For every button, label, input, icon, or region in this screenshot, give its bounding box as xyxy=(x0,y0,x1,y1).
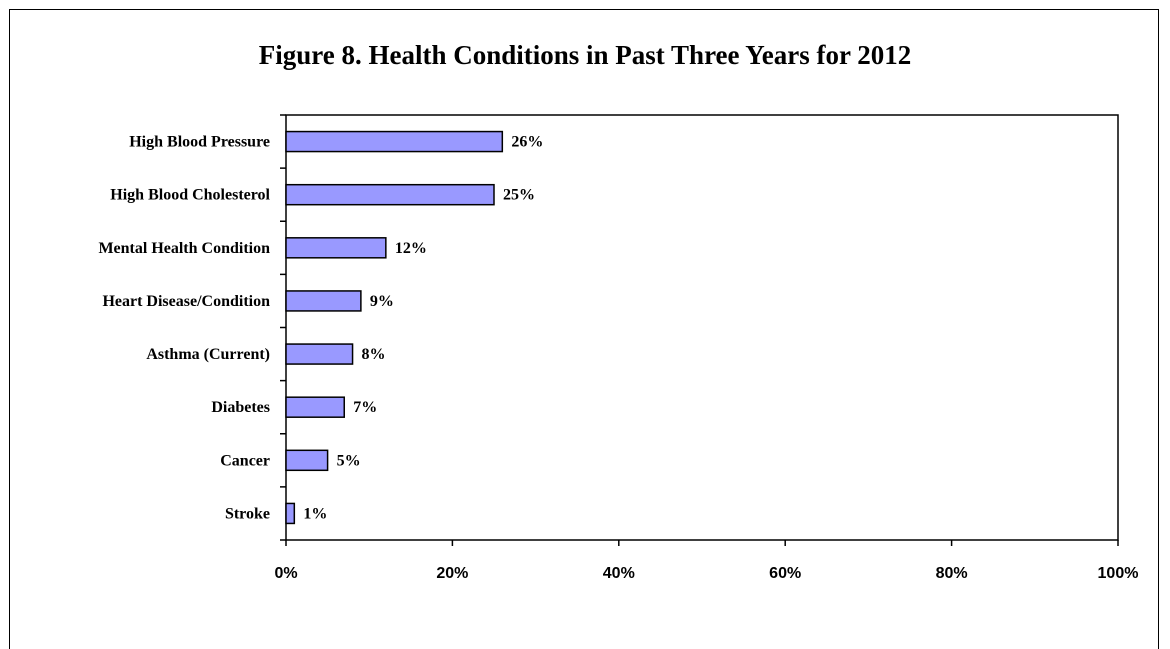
data-label: 8% xyxy=(362,346,386,363)
category-label: High Blood Cholesterol xyxy=(110,187,270,204)
chart-title: Figure 8. Health Conditions in Past Thre… xyxy=(258,40,912,70)
bar xyxy=(285,449,329,472)
x-tick-label: 60% xyxy=(769,565,801,582)
x-tick-label: 100% xyxy=(1098,565,1139,582)
category-label: High Blood Pressure xyxy=(129,134,270,151)
data-label: 12% xyxy=(395,240,427,257)
data-label: 1% xyxy=(303,505,327,522)
category-label: Heart Disease/Condition xyxy=(102,293,270,310)
data-label: 9% xyxy=(370,293,394,310)
x-tick-label: 40% xyxy=(603,565,635,582)
bar xyxy=(285,396,345,418)
data-label: 5% xyxy=(337,452,361,469)
category-label: Mental Health Condition xyxy=(98,240,270,257)
plot-area xyxy=(285,114,1119,541)
category-label: Stroke xyxy=(225,505,270,522)
chart-frame xyxy=(9,9,1159,649)
category-label: Cancer xyxy=(220,452,270,469)
category-label: Diabetes xyxy=(211,399,270,416)
data-label: 26% xyxy=(511,134,543,151)
bar-chart: 0% 20% 40% 60% 80% 100% High Blood Pressure 26%… xyxy=(98,114,1139,582)
bar xyxy=(285,183,495,206)
bar xyxy=(285,237,387,259)
bar xyxy=(285,502,296,525)
bar xyxy=(285,343,354,365)
category-label: Asthma (Current) xyxy=(146,346,270,363)
data-label: 7% xyxy=(353,399,377,416)
bar xyxy=(285,290,362,312)
data-label: 25% xyxy=(503,187,535,204)
bar xyxy=(285,130,504,153)
x-tick-label: 0% xyxy=(274,565,297,582)
x-tick-label: 80% xyxy=(936,565,968,582)
x-tick-label: 20% xyxy=(436,565,468,582)
